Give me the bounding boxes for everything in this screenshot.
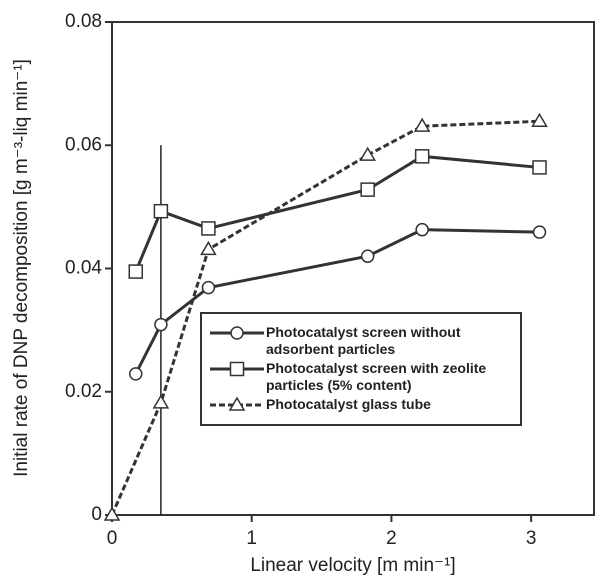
y-axis-label: Initial rate of DNP decomposition [g m⁻³… — [11, 59, 32, 477]
marker-circle — [415, 222, 429, 237]
marker-square — [153, 203, 169, 219]
x-tick-label: 3 — [526, 528, 537, 549]
marker-square — [532, 160, 547, 175]
y-tick-label: 0.02 — [65, 381, 102, 402]
marker-square — [128, 264, 144, 279]
marker-circle — [129, 367, 143, 381]
legend-icon — [210, 361, 264, 377]
y-tick-label: 0 — [91, 504, 102, 525]
series-line — [110, 119, 540, 516]
legend-label: Photocatalyst screen without adsorbent p… — [266, 324, 461, 357]
marker-triangle — [413, 117, 431, 132]
marker-triangle — [152, 394, 170, 409]
marker-circle — [230, 326, 244, 340]
legend: Photocatalyst screen without adsorbent p… — [200, 312, 522, 426]
marker-triangle — [103, 506, 121, 521]
marker-square — [229, 361, 245, 377]
series-line — [134, 154, 540, 273]
series-line — [134, 228, 540, 375]
marker-circle — [154, 317, 168, 332]
x-tick-label: 1 — [246, 528, 257, 549]
marker-circle — [360, 249, 375, 263]
legend-entry: Photocatalyst screen with zeolite partic… — [208, 360, 514, 394]
marker-triangle — [200, 240, 217, 256]
legend-label: Photocatalyst glass tube — [266, 396, 431, 412]
marker-square — [360, 182, 375, 197]
marker-square — [414, 149, 430, 164]
marker-triangle — [359, 146, 376, 161]
legend-entry: Photocatalyst glass tube — [208, 396, 514, 414]
x-axis-label: Linear velocity [m min⁻¹] — [250, 555, 455, 576]
legend-label: Photocatalyst screen with zeolite partic… — [266, 360, 487, 393]
legend-icon — [210, 396, 264, 411]
marker-triangle — [228, 396, 246, 411]
marker-triangle — [531, 112, 548, 127]
x-tick-label: 0 — [107, 528, 118, 549]
legend-entry: Photocatalyst screen without adsorbent p… — [208, 324, 514, 358]
legend-icon — [210, 326, 264, 340]
plot-frame — [111, 21, 595, 516]
marker-square — [201, 221, 216, 236]
y-tick-label: 0.04 — [65, 258, 102, 279]
y-tick-label: 0.08 — [65, 11, 102, 32]
marker-circle — [201, 280, 216, 295]
y-tick-label: 0.06 — [65, 134, 102, 155]
marker-circle — [532, 225, 547, 239]
x-tick-label: 2 — [386, 528, 397, 549]
